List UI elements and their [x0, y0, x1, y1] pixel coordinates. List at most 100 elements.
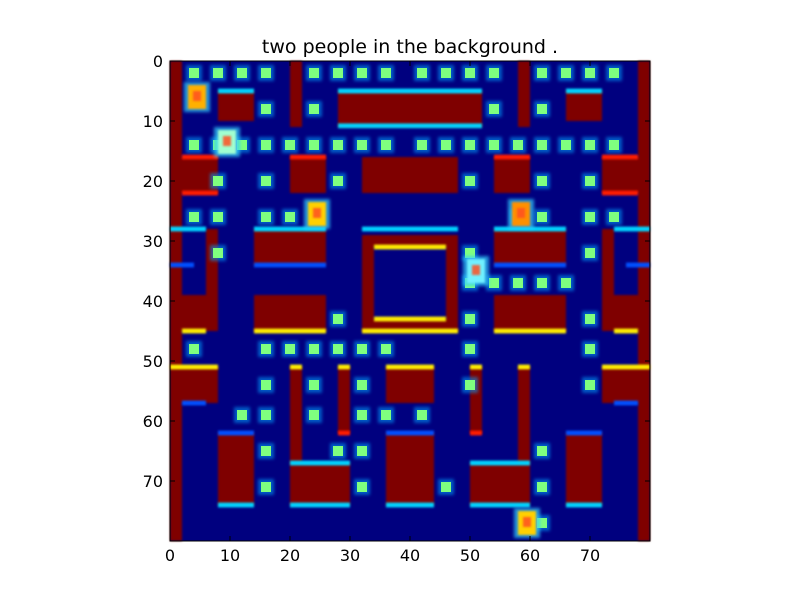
ghost-upper-left-actor — [184, 82, 210, 112]
ghost-left-actor — [214, 127, 240, 157]
pellet — [258, 137, 274, 153]
pellet — [330, 311, 346, 327]
maze-wall-25 — [602, 367, 638, 403]
pellet — [354, 443, 370, 459]
pellet — [306, 407, 322, 423]
pellet — [462, 137, 478, 153]
pellet — [414, 65, 430, 81]
maze-wall-33 — [290, 463, 350, 505]
pellet — [234, 65, 250, 81]
pellet — [258, 101, 274, 117]
wall-edge-8 — [182, 190, 218, 196]
y-tick-label: 60 — [143, 412, 163, 431]
pellet — [582, 65, 598, 81]
pellet — [258, 407, 274, 423]
pellet — [582, 311, 598, 327]
y-tick-label: 70 — [143, 472, 163, 491]
wall-edge-5 — [602, 154, 638, 160]
pellet — [486, 101, 502, 117]
pellet — [462, 173, 478, 189]
wall-edge-28 — [386, 364, 434, 370]
pellet — [258, 209, 274, 225]
wall-edge-22 — [614, 328, 638, 334]
pellet — [354, 479, 370, 495]
wall-edge-38 — [338, 430, 350, 436]
wall-edge-14 — [362, 226, 458, 232]
pellet — [486, 137, 502, 153]
pellet — [438, 65, 454, 81]
pellet — [234, 407, 250, 423]
pellet — [354, 407, 370, 423]
game-board — [170, 61, 650, 541]
wall-edge-4 — [182, 154, 218, 160]
pellet — [354, 65, 370, 81]
pellet — [534, 173, 550, 189]
wall-edge-33 — [182, 400, 206, 406]
maze-wall-34 — [470, 463, 530, 505]
pellet — [258, 173, 274, 189]
wall-edge-26 — [170, 364, 218, 370]
maze-wall-28 — [338, 367, 350, 433]
wall-edge-44 — [290, 502, 350, 508]
pellet — [186, 341, 202, 357]
x-tick-label: 60 — [520, 546, 540, 565]
pellet — [534, 209, 550, 225]
pellet — [210, 65, 226, 81]
wall-edge-10 — [170, 226, 206, 232]
maze-wall-10 — [494, 157, 530, 193]
maze-wall-26 — [290, 367, 302, 463]
pellet — [258, 65, 274, 81]
pellet — [306, 101, 322, 117]
pellet — [282, 137, 298, 153]
maze-wall-17 — [614, 295, 638, 331]
wall-edge-43 — [566, 502, 602, 508]
pellet — [282, 209, 298, 225]
pellet — [558, 65, 574, 81]
wall-edge-46 — [386, 502, 434, 508]
pellet — [534, 137, 550, 153]
wall-edge-21 — [182, 328, 206, 334]
pellet — [354, 377, 370, 393]
pellet — [534, 443, 550, 459]
pellet — [582, 173, 598, 189]
maze-wall-24 — [182, 367, 218, 403]
x-axis-ticks: 0 10 20 30 40 50 60 70 — [165, 61, 600, 565]
pellet — [438, 137, 454, 153]
y-tick-label: 40 — [143, 292, 163, 311]
pellet — [558, 275, 574, 291]
x-tick-label: 20 — [280, 546, 300, 565]
pellet — [210, 245, 226, 261]
x-tick-label: 40 — [400, 546, 420, 565]
wall-edge-29 — [290, 364, 302, 370]
wall-edge-36 — [566, 430, 602, 436]
pellet — [330, 443, 346, 459]
wall-edge-31 — [338, 364, 350, 370]
maze-wall-16 — [182, 295, 206, 331]
pellet — [462, 377, 478, 393]
wall-edge-18 — [626, 262, 650, 268]
pellet — [330, 137, 346, 153]
wall-edge-30 — [518, 364, 530, 370]
wall-edge-25 — [362, 328, 458, 334]
maze-wall-22 — [374, 235, 446, 247]
wall-edge-7 — [494, 154, 530, 160]
actors — [184, 82, 540, 538]
y-tick-label: 10 — [143, 112, 163, 131]
maze-wall-4 — [290, 61, 302, 127]
maze-wall-3 — [566, 91, 602, 121]
wall-edge-0 — [218, 88, 254, 94]
pellet — [558, 137, 574, 153]
wall-edge-40 — [290, 460, 350, 466]
pellet — [306, 65, 322, 81]
pellet — [414, 407, 430, 423]
x-tick-label: 30 — [340, 546, 360, 565]
wall-edge-19 — [254, 262, 326, 268]
x-tick-label: 70 — [580, 546, 600, 565]
wall-edge-20 — [494, 262, 566, 268]
pellet — [510, 137, 526, 153]
pellet — [606, 65, 622, 81]
y-tick-label: 50 — [143, 352, 163, 371]
maze-wall-5 — [518, 61, 530, 127]
pellet — [534, 65, 550, 81]
maze-wall-6 — [338, 91, 482, 127]
